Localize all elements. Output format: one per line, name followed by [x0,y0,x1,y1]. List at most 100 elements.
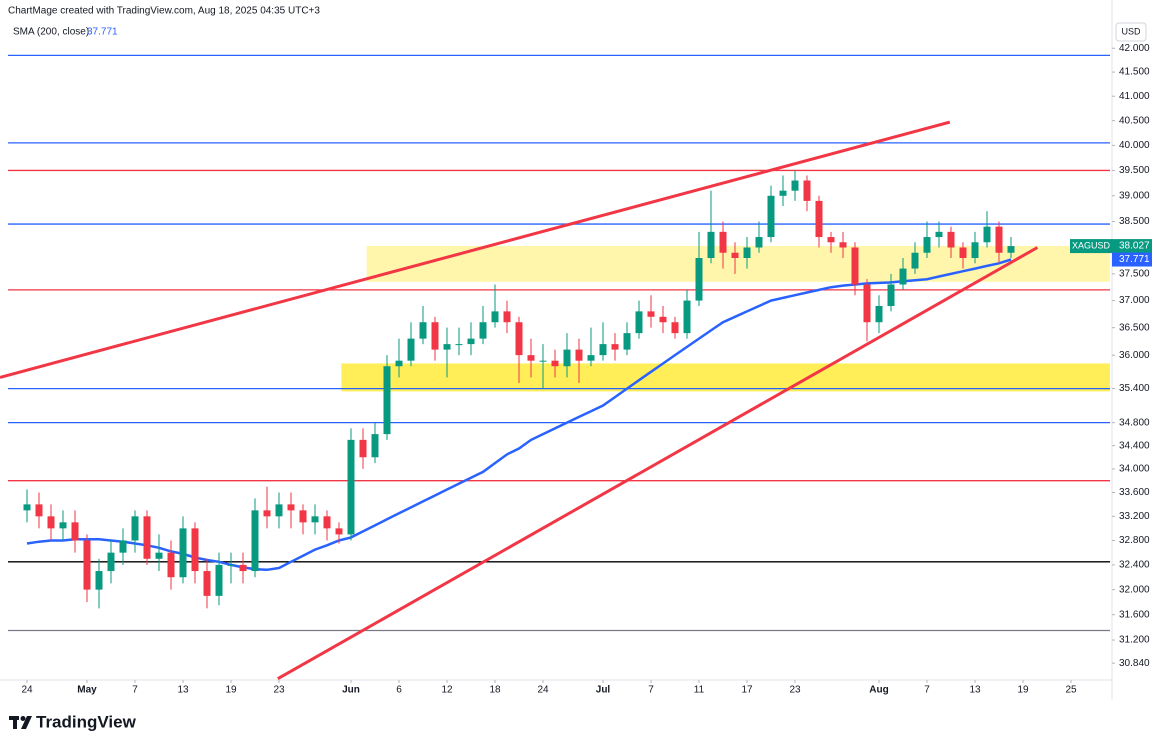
candle-body [395,360,403,367]
brand-logo [9,716,32,729]
candle-body [755,237,763,248]
trend-line [277,246,1039,681]
candle-body [131,516,139,541]
candle-body [683,300,691,334]
x-tick-label: Jul [596,685,611,696]
y-tick-label: 39.500 [1119,165,1150,176]
x-tick-label: 23 [273,685,285,696]
candle-body [515,322,523,356]
y-tick-label: 36.000 [1119,350,1150,361]
x-tick-label: 13 [969,685,981,696]
y-tick-label: 34.400 [1119,440,1150,451]
candle-body [575,349,583,361]
y-tick-label: 30.840 [1119,658,1150,669]
candle-body [311,516,319,523]
x-tick-label: 13 [177,685,189,696]
currency[interactable]: USD [1121,26,1141,36]
y-tick-label: 41.500 [1119,67,1150,78]
y-tick-label: 34.800 [1119,417,1150,428]
x-tick-label: 7 [132,685,138,696]
sma-line [26,258,1012,572]
candle-body [479,322,487,339]
candle-body [419,322,427,339]
y-tick-label: 31.200 [1119,635,1150,646]
sma-price-bg [1112,252,1152,267]
x-tick-label: 18 [489,685,501,696]
candle-body [635,311,643,334]
y-tick-label: 39.000 [1119,190,1150,201]
candle-body [671,322,679,334]
candle-body [167,552,175,578]
candle-body [191,528,199,572]
candle-body [491,311,499,323]
candle-body [587,355,595,361]
x-tick-label: 19 [225,685,237,696]
x-tick-label: 17 [741,685,753,696]
candle-body [359,439,367,458]
y-tick-label: 40.500 [1119,115,1150,126]
y-tick-label: 38.500 [1119,216,1150,227]
x-tick-label: 7 [924,685,930,696]
candle-body [539,360,547,362]
y-tick-label: 31.600 [1119,609,1150,620]
candle-body [35,504,43,517]
candle-body [443,344,451,350]
sma-price-label: 37.771 [1119,254,1150,265]
candle-body [815,200,823,238]
candle-body [707,231,715,259]
candle-body [407,338,415,361]
candle-body [323,516,331,529]
x-tick-label: Jun [342,685,360,696]
candle-body [227,564,235,566]
candle-body [827,237,835,243]
x-tick-label: 25 [1065,685,1077,696]
candle-body [263,510,271,517]
candle-body [47,516,55,529]
candle-body [551,360,559,367]
candle-body [299,510,307,523]
candle-body [95,571,103,590]
candle-body [203,571,211,596]
plot-area [0,54,1111,681]
candle-body [863,284,871,323]
price-zone [341,363,1110,392]
x-tick-label: 7 [648,685,654,696]
candle-body [239,564,247,572]
candle-body [911,252,919,269]
x-tick-label: 24 [537,685,549,696]
candle-body [83,540,91,590]
y-tick-label: 42.000 [1119,43,1150,54]
indicator-name: SMA (200, close) [13,27,89,38]
candle-body [647,311,655,317]
candle-body [779,190,787,196]
y-tick-label: 33.600 [1119,487,1150,498]
candle-body [431,322,439,350]
y-tick-label: 37.500 [1119,269,1150,280]
y-tick-label: 35.400 [1119,383,1150,394]
trend-line [0,120,951,379]
y-tick-label: 32.400 [1119,560,1150,571]
candle-body [923,237,931,253]
candle-body [563,349,571,367]
candle-body [767,195,775,238]
candle-body [599,344,607,356]
y-tick-label: 36.500 [1119,322,1150,333]
candle-body [467,338,475,345]
currency-box[interactable] [1115,22,1147,42]
symbol-label-bg [1070,239,1112,254]
y-tick-label: 32.000 [1119,584,1150,595]
candle-body [107,552,115,572]
candle-body [383,366,391,435]
x-tick-label: 19 [1017,685,1029,696]
candle-body [347,439,355,535]
y-tick-label: 41.000 [1119,91,1150,102]
candle-body [275,504,283,517]
candle-body [839,242,847,248]
candle-body [179,528,187,578]
candle-body [71,522,79,541]
candle-body [887,284,895,306]
y-tick-label: 32.800 [1119,535,1150,546]
candle-body [527,355,535,361]
